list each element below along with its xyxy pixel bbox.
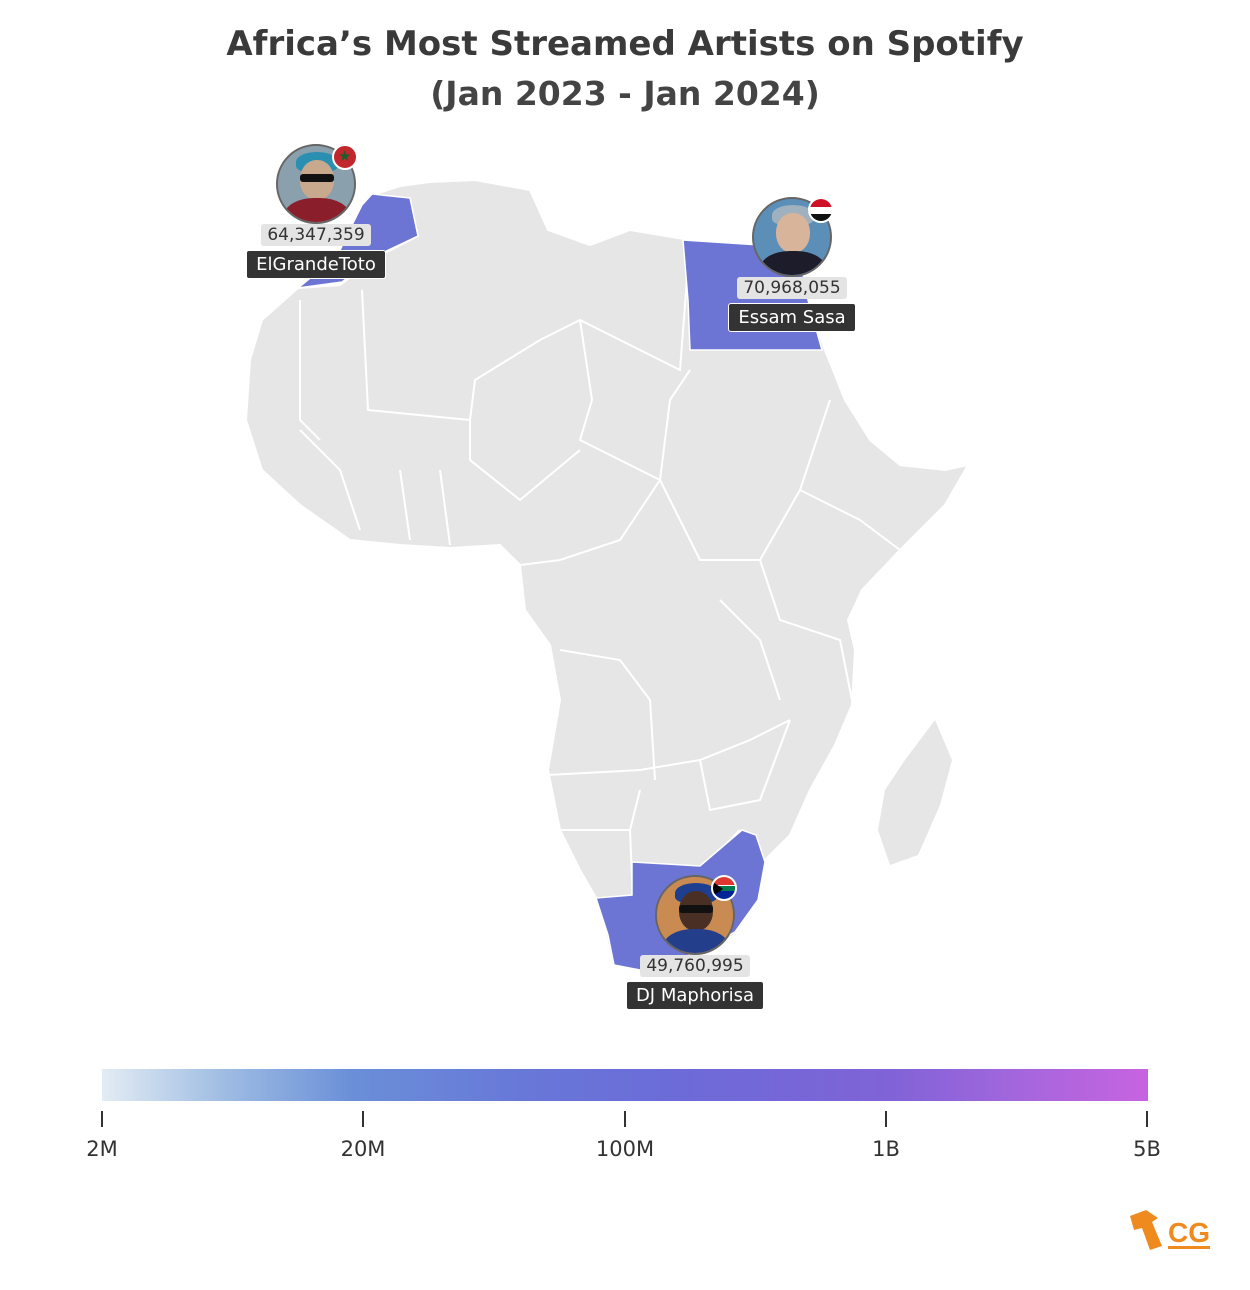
artist-avatar: [276, 144, 356, 224]
artist-name: DJ Maphorisa: [625, 981, 765, 1010]
morocco-flag-icon: ★: [332, 144, 358, 170]
legend-tick: [101, 1111, 103, 1127]
artist-streams: 64,347,359: [261, 224, 371, 246]
artist-name: ElGrandeToto: [246, 250, 386, 279]
legend-tick-label-20m: 20M: [340, 1137, 386, 1161]
legend-tick: [1146, 1111, 1148, 1127]
artist-name: Essam Sasa: [728, 303, 856, 332]
color-scale-legend: [102, 1069, 1148, 1101]
svg-text:CG: CG: [1168, 1217, 1210, 1248]
artist-callout-essam-sasa: 70,968,055 Essam Sasa: [717, 197, 867, 332]
egypt-flag-icon: [808, 197, 834, 223]
cg-logo: CG: [1130, 1210, 1210, 1250]
madagascar: [878, 720, 952, 865]
legend-tick-label-2m: 2M: [86, 1137, 118, 1161]
legend-tick-label-5b: 5B: [1133, 1137, 1161, 1161]
legend-tick: [885, 1111, 887, 1127]
legend-tick-label-1b: 1B: [872, 1137, 900, 1161]
chart-title: Africa’s Most Streamed Artists on Spotif…: [226, 24, 1024, 64]
artist-callout-dj-maphorisa: 49,760,995 DJ Maphorisa: [620, 875, 770, 1010]
artist-streams: 70,968,055: [737, 277, 847, 299]
artist-streams: 49,760,995: [640, 955, 750, 977]
artist-callout-elgrandetoto: ★ 64,347,359 ElGrandeToto: [241, 144, 391, 279]
south-africa-flag-icon: [711, 875, 737, 901]
legend-tick: [362, 1111, 364, 1127]
legend-tick: [624, 1111, 626, 1127]
chart-subtitle: (Jan 2023 - Jan 2024): [430, 74, 820, 113]
legend-tick-label-100m: 100M: [595, 1137, 655, 1161]
country-borders: [299, 239, 901, 882]
